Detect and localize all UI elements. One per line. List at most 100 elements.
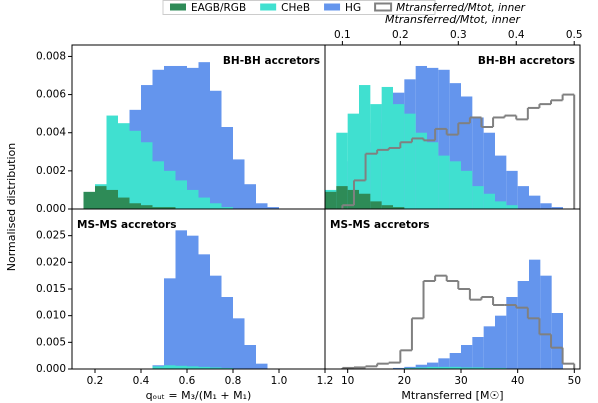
hist-bar	[256, 203, 268, 209]
hist-bar	[336, 186, 348, 209]
hist-bar	[244, 184, 256, 209]
x-tick-label: 0.8	[225, 375, 242, 387]
hist-bar	[438, 69, 450, 209]
hist-bar	[404, 367, 416, 369]
hist-bar	[427, 142, 439, 209]
hist-bar	[483, 193, 495, 209]
hist-bar	[210, 203, 222, 209]
hist-bar	[359, 193, 371, 209]
hist-bar	[381, 205, 393, 209]
x-tick-label: 1.2	[317, 375, 334, 387]
hist-bar	[506, 205, 518, 209]
hist-bar	[393, 207, 405, 209]
x2-tick-label: 0.1	[334, 29, 351, 41]
hist-bar	[198, 62, 210, 209]
hist-bar	[233, 159, 245, 209]
hist-bar	[461, 96, 473, 209]
hist-bar	[506, 170, 518, 209]
hist-bar	[438, 155, 450, 209]
x-tick-label: 10	[341, 375, 354, 387]
hist-bar	[95, 186, 107, 209]
hist-bar	[415, 367, 427, 369]
hist-bar	[461, 345, 473, 369]
hist-bar	[529, 195, 541, 209]
x-tick-label: 20	[398, 375, 411, 387]
hist-bar	[210, 275, 222, 369]
y-tick-label: 0.025	[36, 230, 66, 242]
y-tick-label: 0.010	[36, 310, 66, 322]
hist-bar	[187, 235, 199, 369]
hist-bar	[551, 313, 563, 369]
x-axis-label: qₒᵤₜ = M₃/(M₁ + M₁)	[146, 389, 252, 402]
legend: EAGB/RGB CHeB HG Mtransferred/Mtot, inner	[162, 0, 526, 15]
y-tick-label: 0.000	[36, 203, 66, 215]
hist-bar	[106, 189, 118, 209]
legend-frame	[162, 0, 436, 15]
x-tick-label: 0.6	[179, 375, 196, 387]
hist-bar	[118, 123, 130, 209]
hist-bar	[495, 155, 507, 209]
legend-swatch	[374, 2, 393, 12]
y-axis-label: Normalised distribution	[5, 143, 18, 272]
hist-bar	[221, 297, 233, 369]
hist-bar	[415, 132, 427, 209]
hist-bar	[449, 83, 461, 209]
hist-bar	[393, 104, 405, 209]
x-tick-label: 40	[511, 375, 524, 387]
hist-bar	[175, 230, 187, 369]
hist-bar	[495, 315, 507, 369]
hist-bar	[370, 104, 382, 209]
hist-bar	[106, 115, 118, 209]
hist-bar	[118, 197, 130, 209]
y-tick-label: 0.000	[36, 363, 66, 375]
x-tick-label: 0.4	[133, 375, 150, 387]
hist-bar	[187, 366, 199, 369]
hist-bar	[83, 191, 95, 209]
legend-label: CHeB	[281, 2, 310, 14]
hist-bar	[267, 207, 279, 209]
hist-bar	[517, 186, 529, 209]
hist-bar	[210, 90, 222, 209]
panel-annotation: BH-BH accretors	[223, 55, 320, 67]
hist-bar	[506, 297, 518, 369]
y-tick-label: 0.004	[36, 127, 66, 139]
hist-bar	[152, 207, 164, 209]
hist-bar	[129, 130, 141, 209]
legend-label: HG	[345, 2, 361, 14]
y-tick-label: 0.005	[36, 336, 66, 348]
hist-bar	[495, 367, 507, 369]
hist-bar	[529, 259, 541, 369]
hist-bar	[233, 318, 245, 369]
panel-annotation: BH-BH accretors	[478, 55, 575, 67]
legend-label: EAGB/RGB	[191, 2, 246, 14]
x-tick-label: 30	[454, 375, 467, 387]
hist-bar	[483, 326, 495, 369]
hist-bar	[244, 345, 256, 369]
hist-bar	[472, 117, 484, 209]
hist-bar	[472, 367, 484, 369]
hist-bar	[483, 367, 495, 369]
hist-bar	[381, 86, 393, 209]
hist-bar	[141, 142, 153, 209]
x-tick-label: 1.0	[271, 375, 288, 387]
hist-bar	[164, 65, 176, 209]
hist-bar	[472, 337, 484, 369]
hist-bar	[175, 65, 187, 209]
hist-bar	[175, 365, 187, 369]
hist-bar	[198, 254, 210, 369]
hist-bar	[221, 207, 233, 209]
legend-swatch	[170, 3, 186, 11]
hist-bar	[152, 69, 164, 209]
y-tick-label: 0.002	[36, 165, 66, 177]
hist-bar	[164, 170, 176, 209]
hist-bar	[517, 281, 529, 369]
hist-bar	[347, 113, 359, 209]
hist-bar	[129, 203, 141, 209]
hist-bar	[415, 364, 427, 369]
hist-bar	[198, 366, 210, 369]
hist-bar	[540, 203, 552, 209]
y-tick-label: 0.008	[36, 50, 66, 62]
hist-bar	[370, 201, 382, 209]
legend-swatch	[324, 3, 341, 11]
